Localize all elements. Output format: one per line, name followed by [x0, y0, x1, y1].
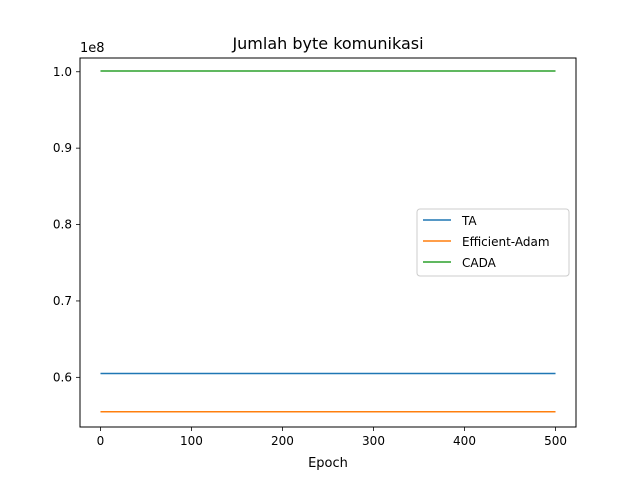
x-tick-label: 400: [453, 434, 476, 448]
series-layer: [100, 70, 556, 413]
x-tick-label: 300: [362, 434, 385, 448]
x-tick-label: 100: [180, 434, 203, 448]
legend-label-ta: TA: [461, 214, 477, 228]
x-tick-label: 200: [271, 434, 294, 448]
y-tick-label: 0.7: [53, 294, 72, 308]
y-axis-offset-label: 1e8: [80, 41, 105, 56]
x-tick-label: 0: [97, 434, 105, 448]
y-tick-label: 1.0: [53, 65, 72, 79]
y-tick-label: 0.6: [53, 370, 72, 384]
y-tick-label: 0.9: [53, 141, 72, 155]
legend-box: [416, 208, 570, 277]
y-tick-label: 0.8: [53, 218, 72, 232]
legend-label-efficient-adam: Efficient-Adam: [462, 235, 550, 249]
legend: TA Efficient-Adam CADA: [416, 208, 570, 277]
ticks-layer: 0 100 200 300 400 500 0.6 0.7 0.8 0.9 1.0: [53, 65, 567, 448]
chart-title: Jumlah byte komunikasi: [231, 34, 423, 53]
plot-frame: [79, 57, 577, 428]
x-tick-label: 500: [544, 434, 567, 448]
legend-label-cada: CADA: [462, 256, 497, 270]
x-axis-label: Epoch: [308, 456, 348, 471]
